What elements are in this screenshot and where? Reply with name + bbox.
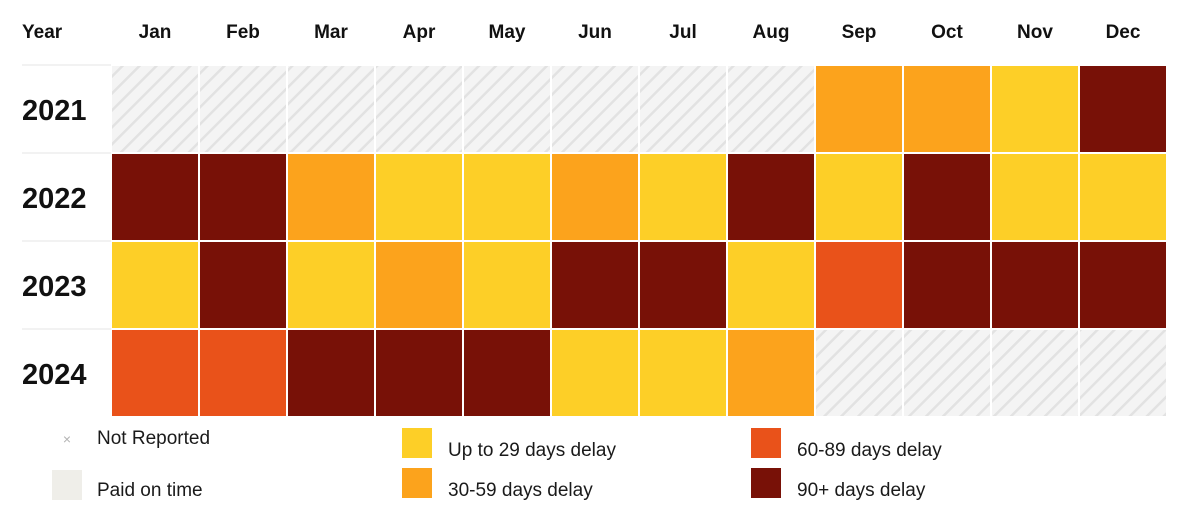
heatmap-cell bbox=[462, 328, 552, 418]
month-label: Dec bbox=[1106, 22, 1141, 43]
heatmap-cell-no-data bbox=[198, 64, 288, 154]
year-label: 2021 bbox=[22, 95, 87, 127]
d90-plus-swatch bbox=[751, 468, 781, 498]
legend-paid-on-time: Paid on time bbox=[52, 470, 203, 501]
not-reported-x-icon: × bbox=[62, 431, 72, 447]
heatmap-cell bbox=[198, 152, 288, 242]
heatmap-cell bbox=[990, 240, 1080, 330]
heatmap-cell bbox=[726, 152, 816, 242]
heatmap-cell-no-data bbox=[374, 64, 464, 154]
heatmap-cell bbox=[462, 240, 552, 330]
heatmap-cell bbox=[110, 152, 200, 242]
heatmap-cell bbox=[110, 328, 200, 418]
heatmap-cell bbox=[374, 152, 464, 242]
month-label: Apr bbox=[403, 22, 436, 43]
heatmap-cell bbox=[110, 240, 200, 330]
payment-heatmap: Year Jan Feb Mar Apr May Jun Jul Aug Sep Oct Nov Dec… bbox=[22, 22, 1168, 418]
heatmap-cell bbox=[990, 152, 1080, 242]
heatmap-cell bbox=[638, 240, 728, 330]
legend-label-paid-on-time: Paid on time bbox=[97, 480, 203, 501]
heatmap-cell bbox=[902, 152, 992, 242]
heatmap-cell bbox=[814, 240, 904, 330]
heatmap-cell-no-data bbox=[638, 64, 728, 154]
heatmap-cell bbox=[814, 152, 904, 242]
year-label: 2022 bbox=[22, 183, 87, 215]
legend-label-not-reported: Not Reported bbox=[97, 428, 211, 449]
heatmap-cell-no-data bbox=[550, 64, 640, 154]
heatmap-cell bbox=[1078, 152, 1168, 242]
legend-30-59: 30-59 days delay bbox=[402, 468, 593, 501]
month-label: Jan bbox=[139, 22, 172, 43]
legend-label-60-89: 60-89 days delay bbox=[797, 440, 942, 461]
month-label: Mar bbox=[314, 22, 348, 43]
month-label: Nov bbox=[1017, 22, 1053, 43]
heatmap-cell-no-data bbox=[726, 64, 816, 154]
heatmap-cell-no-data bbox=[814, 328, 904, 418]
d60-89-swatch bbox=[751, 428, 781, 458]
heatmap-cell-no-data bbox=[110, 64, 200, 154]
heatmap-cell bbox=[1078, 64, 1168, 154]
month-label: Oct bbox=[931, 22, 963, 43]
heatmap-cell bbox=[638, 328, 728, 418]
legend-up-to-29: Up to 29 days delay bbox=[402, 428, 616, 461]
heatmap-cell bbox=[198, 240, 288, 330]
paid-on-time-swatch bbox=[52, 470, 82, 500]
heatmap-cell bbox=[286, 240, 376, 330]
heatmap-cell-no-data bbox=[902, 328, 992, 418]
month-label: May bbox=[489, 22, 526, 43]
legend-label-90-plus: 90+ days delay bbox=[797, 480, 926, 501]
heatmap-cell bbox=[726, 240, 816, 330]
up-to-29-swatch bbox=[402, 428, 432, 458]
heatmap-cell bbox=[902, 240, 992, 330]
legend-90-plus: 90+ days delay bbox=[751, 468, 925, 501]
heatmap-cell bbox=[1078, 240, 1168, 330]
heatmap-cell-no-data bbox=[990, 328, 1080, 418]
year-label: 2024 bbox=[22, 359, 87, 391]
legend-60-89: 60-89 days delay bbox=[751, 428, 942, 461]
heatmap-cell-no-data bbox=[1078, 328, 1168, 418]
heatmap-cell-no-data bbox=[462, 64, 552, 154]
month-label: Sep bbox=[842, 22, 877, 43]
month-label: Jul bbox=[669, 22, 696, 43]
heatmap-cell bbox=[198, 328, 288, 418]
heatmap-cell bbox=[726, 328, 816, 418]
heatmap-cell bbox=[550, 240, 640, 330]
month-label: Feb bbox=[226, 22, 260, 43]
legend-label-30-59: 30-59 days delay bbox=[448, 480, 593, 501]
month-label: Jun bbox=[578, 22, 612, 43]
heatmap-cell bbox=[990, 64, 1080, 154]
d30-59-swatch bbox=[402, 468, 432, 498]
heatmap-cell bbox=[814, 64, 904, 154]
year-column-header: Year bbox=[22, 22, 63, 43]
legend-not-reported: × Not Reported bbox=[52, 428, 210, 450]
heatmap-cell bbox=[550, 152, 640, 242]
heatmap-cell bbox=[462, 152, 552, 242]
heatmap-cell bbox=[638, 152, 728, 242]
legend-label-up-to-29: Up to 29 days delay bbox=[448, 440, 616, 461]
heatmap-cell bbox=[550, 328, 640, 418]
heatmap-cell bbox=[902, 64, 992, 154]
year-label: 2023 bbox=[22, 271, 87, 303]
heatmap-cell bbox=[374, 328, 464, 418]
month-label: Aug bbox=[753, 22, 790, 43]
heatmap-cell-no-data bbox=[286, 64, 376, 154]
heatmap-cell bbox=[374, 240, 464, 330]
heatmap-cell bbox=[286, 152, 376, 242]
heatmap-cell bbox=[286, 328, 376, 418]
